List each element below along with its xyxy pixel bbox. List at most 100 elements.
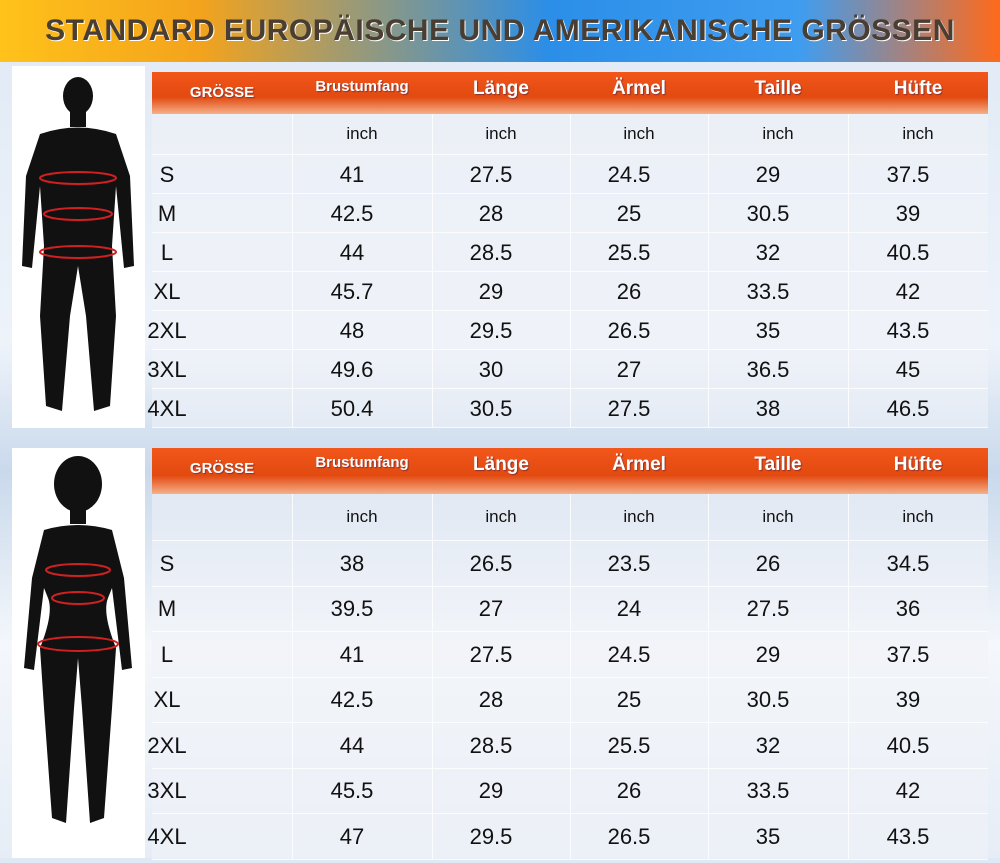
measurement: 33.5 — [746, 778, 790, 804]
measurement: 50.4 — [330, 395, 374, 421]
column-header: GRÖSSE — [189, 460, 255, 477]
unit-label: inch — [762, 507, 794, 526]
grid-line — [152, 631, 988, 632]
measurement: 41 — [339, 641, 365, 667]
measurement: 49.6 — [330, 356, 374, 382]
size-label: 3XL — [147, 356, 187, 382]
grid-line — [292, 494, 293, 859]
column-header: Brustumfang — [315, 78, 409, 95]
measurement: 39 — [895, 200, 921, 226]
measurement: 48 — [339, 317, 365, 343]
measurement: 26.5 — [607, 317, 651, 343]
unit-label: inch — [346, 507, 378, 526]
size-label: XL — [153, 278, 181, 304]
measurement: 44 — [339, 732, 365, 758]
size-label: M — [157, 200, 177, 226]
unit-label: inch — [762, 124, 794, 143]
measurement: 26.5 — [607, 823, 651, 849]
measurement: 29 — [478, 278, 504, 304]
size-label: 2XL — [147, 732, 187, 758]
measurement: 33.5 — [746, 278, 790, 304]
measurement: 40.5 — [886, 239, 930, 265]
column-header: Taille — [754, 454, 802, 475]
measurement: 34.5 — [886, 550, 930, 576]
unit-label: inch — [485, 124, 517, 143]
measurement: 23.5 — [607, 550, 651, 576]
measurement: 27 — [478, 596, 504, 622]
measurement: 38 — [755, 395, 781, 421]
grid-line — [152, 540, 988, 541]
measurement: 46.5 — [886, 395, 930, 421]
measurement: 35 — [755, 823, 781, 849]
column-header: GRÖSSE — [189, 84, 255, 101]
female-figure-panel — [12, 448, 145, 858]
measurement: 37.5 — [886, 641, 930, 667]
grid-line — [152, 154, 988, 155]
size-label: M — [157, 596, 177, 622]
measurement: 26 — [755, 550, 781, 576]
grid-line — [152, 232, 988, 233]
size-label: L — [160, 641, 174, 667]
measurement: 40.5 — [886, 732, 930, 758]
grid-line — [152, 427, 988, 428]
measurement: 27 — [616, 356, 642, 382]
measurement: 25 — [616, 200, 642, 226]
measurement: 25.5 — [607, 239, 651, 265]
page-title: STANDARD EUROPÄISCHE UND AMERIKANISCHE G… — [45, 14, 955, 47]
grid-line — [292, 114, 293, 427]
measurement: 30.5 — [469, 395, 513, 421]
size-label: 2XL — [147, 317, 187, 343]
grid-line — [152, 767, 988, 769]
grid-line — [152, 271, 988, 272]
measurement: 42.5 — [330, 687, 374, 713]
measurement: 28 — [478, 200, 504, 226]
column-header: Ärmel — [612, 78, 666, 99]
column-header: Länge — [473, 454, 529, 475]
measurement: 37.5 — [886, 161, 930, 187]
grid-line — [152, 349, 988, 350]
grid-line — [708, 114, 709, 427]
measurement: 41 — [339, 161, 365, 187]
measurement: 39.5 — [330, 596, 374, 622]
measurement: 30.5 — [746, 200, 790, 226]
measurement: 30.5 — [746, 687, 790, 713]
measurement: 42.5 — [330, 200, 374, 226]
measurement: 45.7 — [330, 278, 374, 304]
measurement: 39 — [895, 687, 921, 713]
measurement: 45.5 — [330, 778, 374, 804]
measurement: 29 — [478, 778, 504, 804]
measurement: 35 — [755, 317, 781, 343]
grid-line — [432, 494, 433, 859]
grid-line — [848, 114, 849, 427]
grid-line — [570, 494, 571, 859]
size-label: 3XL — [147, 778, 187, 804]
column-header: Taille — [754, 78, 802, 99]
size-table: GRÖSSE Brustumfang Länge Ärmel Taille Hüfte in… — [147, 72, 988, 428]
male-figure-panel — [12, 66, 145, 428]
title-banner: STANDARD EUROPÄISCHE UND AMERIKANISCHE G… — [0, 0, 1000, 62]
measurement: 38 — [339, 550, 365, 576]
measurement: 36.5 — [746, 356, 790, 382]
measurement: 42 — [895, 778, 921, 804]
measurement: 26 — [616, 778, 642, 804]
unit-label: inch — [485, 507, 517, 526]
measurement: 42 — [895, 278, 921, 304]
grid-line — [152, 585, 988, 587]
unit-label: inch — [902, 507, 934, 526]
measurement: 43.5 — [886, 317, 930, 343]
column-header: Länge — [473, 78, 529, 99]
measurement: 29 — [755, 161, 781, 187]
measurement: 28 — [478, 687, 504, 713]
unit-label: inch — [623, 507, 655, 526]
size-label: S — [159, 550, 175, 576]
measurement: 24.5 — [607, 641, 651, 667]
unit-label: inch — [623, 124, 655, 143]
grid-line — [152, 813, 988, 814]
measurement: 25.5 — [607, 732, 651, 758]
male-silhouette — [22, 77, 134, 411]
column-header: Hüfte — [893, 454, 943, 475]
measurement: 26.5 — [469, 550, 513, 576]
size-table: GRÖSSE Brustumfang Länge Ärmel Taille Hüfte in… — [147, 448, 988, 860]
grid-line — [848, 494, 849, 859]
size-label: S — [159, 161, 175, 187]
